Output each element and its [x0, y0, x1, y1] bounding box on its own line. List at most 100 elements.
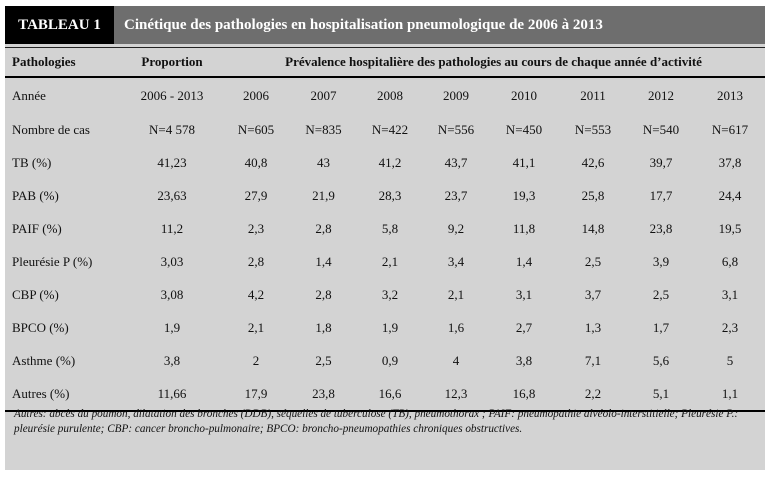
- table-cell: 43,7: [444, 154, 468, 170]
- table-cell: 19,5: [718, 220, 742, 236]
- table-cell: 2: [252, 352, 260, 368]
- table-cell: 3,7: [584, 286, 602, 302]
- table-cell: 2,1: [447, 286, 465, 302]
- table-cell: 2008: [377, 87, 403, 103]
- table-cell: 1,4: [315, 253, 332, 269]
- table-cell: 25,8: [581, 187, 605, 203]
- table-cell: 24,4: [718, 187, 742, 203]
- table-row: Asthme (%) 3,8 2 2,5 0,9 4 3,8 7,1 5,6 5: [5, 344, 765, 377]
- table-row: Pleurésie P (%) 3,03 2,8 1,4 2,1 3,4 1,4 2,5 3,9…: [5, 245, 765, 278]
- table-cell: 2006: [243, 87, 269, 103]
- table-cell: 5: [726, 352, 734, 368]
- table-cell: 4: [452, 352, 460, 368]
- table-cell: 42,6: [581, 154, 605, 170]
- table-cell: 3,1: [721, 286, 739, 302]
- table-cell: 23,8: [649, 220, 673, 236]
- table-cell: PAB (%): [12, 187, 59, 203]
- table-cell: 2006 - 2013: [140, 87, 204, 103]
- table-cell: 41,23: [157, 154, 187, 170]
- table-cell: 1,6: [447, 319, 465, 335]
- table-row: PAIF (%) 11,2 2,3 2,8 5,8 9,2 11,8 14,8 23,8 19,5: [5, 212, 765, 245]
- table-cell: 21,9: [312, 187, 335, 203]
- table-cell: 2010: [511, 87, 537, 103]
- table-cell: 1,8: [315, 319, 332, 335]
- table-cell: 39,7: [649, 154, 673, 170]
- table-cell: 41,2: [378, 154, 402, 170]
- table-cell: 23,63: [157, 187, 187, 203]
- table-cell: N=450: [505, 121, 543, 137]
- table-cell: 2,8: [315, 286, 332, 302]
- table-cell: 0,9: [381, 352, 399, 368]
- table-cell: 2012: [648, 87, 674, 103]
- table-cell: BPCO (%): [12, 319, 69, 335]
- table-cell: 16,8: [489, 377, 559, 412]
- table-cell: 5,1: [627, 377, 695, 412]
- table-head-row: Pathologies Proportion Prévalence hospital…: [5, 47, 766, 78]
- table-cell: TB (%): [12, 154, 52, 170]
- table-cell: CBP (%): [12, 286, 59, 302]
- table-header: TABLEAU 1 Cinétique des pathologies en h…: [5, 6, 765, 44]
- table-cell: 11,66: [122, 377, 222, 412]
- table-footnote: Autres: abcès du poumon, dilatation des …: [14, 408, 739, 435]
- table-cell: 2,5: [652, 286, 670, 302]
- table-cell: 5,6: [652, 352, 670, 368]
- table-cell: 1,3: [584, 319, 602, 335]
- table-cell: N=540: [642, 121, 680, 137]
- table-cell: 2,5: [315, 352, 332, 368]
- table-cell: 9,2: [447, 220, 465, 236]
- table-cell: 2007: [310, 87, 337, 103]
- table-cell: Année: [12, 87, 46, 103]
- table-cell: 3,4: [447, 253, 465, 269]
- table-cell: 2,3: [247, 220, 265, 236]
- table-cell: 23,7: [444, 187, 468, 203]
- table-cell: 1,9: [163, 319, 181, 335]
- table-title: Cinétique des pathologies en hospitalisa…: [114, 6, 765, 44]
- table-cell: 16,6: [357, 377, 423, 412]
- table-cell: 1,4: [515, 253, 533, 269]
- column-header: Pathologies: [5, 47, 122, 78]
- table-cell: 2,7: [515, 319, 533, 335]
- table-cell: 3,2: [381, 286, 399, 302]
- pathologies-table: Pathologies Proportion Prévalence hospital…: [5, 47, 766, 412]
- table-cell: N=4 578: [149, 121, 195, 137]
- table-cell: N=835: [305, 121, 342, 137]
- table-row: Autres (%) 11,66 17,9 23,8 16,6 12,3 16,8 2,2 5,…: [5, 377, 766, 412]
- table-cell: 23,8: [290, 377, 357, 412]
- table-row: CBP (%) 3,08 4,2 2,8 3,2 2,1 3,1 3,7 2,5 3,1: [5, 278, 765, 311]
- table-row: Année 2006 - 2013 2006 2007 2008 2009 2010 2011…: [5, 77, 765, 113]
- table-cell: 2009: [443, 87, 469, 103]
- table-cell: N=605: [237, 121, 275, 137]
- table-cell: 41,1: [512, 154, 536, 170]
- table-cell: 19,3: [512, 187, 536, 203]
- table-cell: 1,9: [381, 319, 399, 335]
- table-cell: 3,9: [652, 253, 670, 269]
- table-cell: 2,3: [721, 319, 739, 335]
- table-cell: 40,8: [244, 154, 268, 170]
- table-cell: 14,8: [581, 220, 605, 236]
- table-cell: 4,2: [247, 286, 265, 302]
- table-cell: 43: [317, 154, 330, 170]
- table-cell: Pleurésie P (%): [12, 253, 93, 269]
- table-row: TB (%) 41,23 40,8 43 41,2 43,7 41,1 42,6 39,7 37,…: [5, 146, 765, 179]
- table-cell: Nombre de cas: [12, 121, 90, 137]
- table-cell: 2,2: [559, 377, 627, 412]
- table-cell: PAIF (%): [12, 220, 62, 236]
- table-row: Nombre de cas N=4 578 N=605 N=835 N=422 N=556…: [5, 113, 765, 146]
- table-cell: 17,7: [649, 187, 673, 203]
- column-header: Proportion: [122, 47, 222, 78]
- table-cell: N=422: [371, 121, 409, 137]
- table-cell: 2,8: [247, 253, 265, 269]
- table-cell: 2013: [717, 87, 744, 103]
- table-number: TABLEAU 1: [5, 6, 114, 44]
- table-cell: Autres (%): [5, 377, 122, 412]
- table-cell: Asthme (%): [12, 352, 76, 368]
- table-row: BPCO (%) 1,9 2,1 1,8 1,9 1,6 2,7 1,3 1,7 2,3: [5, 311, 765, 344]
- table-cell: 7,1: [584, 352, 602, 368]
- table-cell: 3,8: [163, 352, 181, 368]
- table-cell: 1,7: [652, 319, 670, 335]
- table-cell: 3,8: [515, 352, 533, 368]
- table-cell: 6,8: [721, 253, 739, 269]
- table-cell: 3,08: [160, 286, 184, 302]
- table-cell: 27,9: [244, 187, 268, 203]
- table-cell: 17,9: [222, 377, 290, 412]
